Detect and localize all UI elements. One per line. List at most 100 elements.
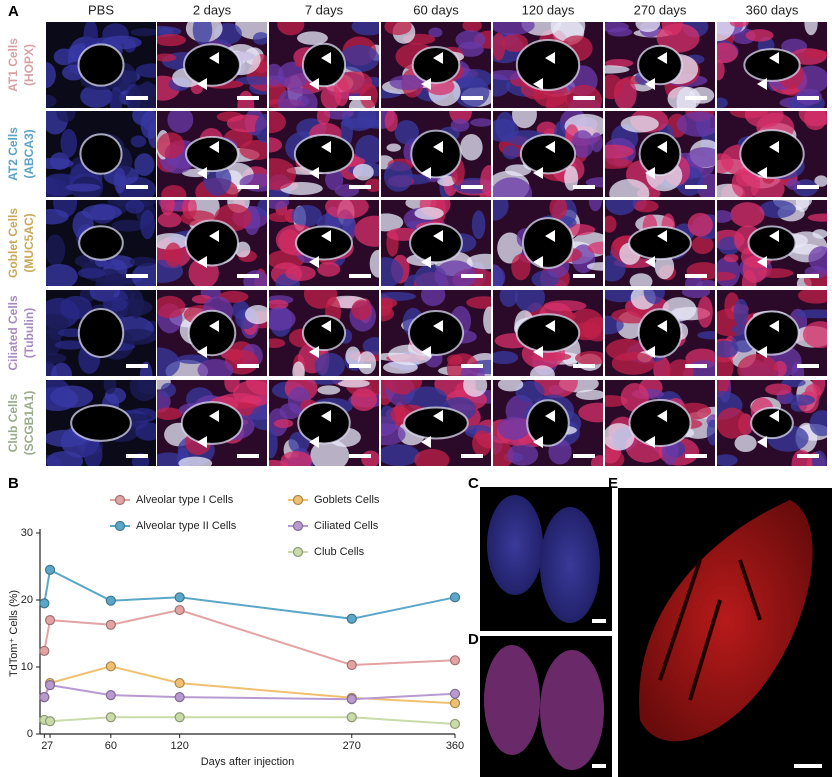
tissue-blob <box>269 200 290 210</box>
arrow <box>209 410 219 422</box>
arrow <box>657 410 667 422</box>
tissue-blob <box>127 83 156 108</box>
tissue-blob <box>192 22 213 45</box>
micrograph <box>46 380 156 466</box>
arrow <box>657 320 667 332</box>
arrow <box>321 410 331 422</box>
micrograph <box>269 22 379 108</box>
tissue-blob <box>160 382 176 398</box>
series-line <box>43 608 456 667</box>
tissue-blob <box>656 23 700 53</box>
data-point <box>449 718 461 730</box>
tissue-blob <box>56 111 76 123</box>
legend-marker <box>114 494 126 506</box>
arrow <box>421 436 431 448</box>
tissue-blob <box>273 419 294 428</box>
tissue-blob <box>437 175 456 187</box>
row-label: Club Cells <box>6 393 20 452</box>
data-point <box>346 694 357 705</box>
tissue-blob <box>585 177 603 188</box>
tissue <box>605 200 715 286</box>
data-point <box>449 592 461 603</box>
tissue-blob <box>103 380 117 395</box>
tissue-blob <box>297 31 328 45</box>
tissue-blob <box>804 49 827 59</box>
lumen <box>750 406 794 440</box>
lung-lobe <box>639 500 813 742</box>
tissue <box>605 22 715 108</box>
tissue-blob <box>611 352 656 375</box>
tissue-blob <box>493 32 506 61</box>
micrograph <box>605 380 715 466</box>
tissue-blob <box>269 111 286 134</box>
lumen <box>409 222 463 264</box>
lumen <box>637 308 683 358</box>
tissue-blob <box>246 380 267 396</box>
lumen <box>183 43 241 87</box>
scale-bar <box>573 96 595 100</box>
x-tick-label: 120 <box>170 740 188 752</box>
tissue-blob <box>46 209 69 225</box>
tissue-blob <box>501 33 528 53</box>
tissue-blob <box>786 179 801 190</box>
tissue-blob <box>507 443 539 466</box>
data-point <box>105 619 116 630</box>
tissue-blob <box>157 407 183 420</box>
tissue-blob <box>420 290 446 307</box>
tissue-blob <box>717 22 735 42</box>
tissue-blob <box>100 273 134 286</box>
tissue-blob <box>605 74 623 100</box>
tissue-blob <box>46 263 78 286</box>
tissue-blob <box>717 97 728 108</box>
tissue-blob <box>83 22 98 52</box>
column-header: PBS <box>88 2 114 17</box>
tissue-blob <box>737 353 779 376</box>
tissue-blob <box>463 380 488 397</box>
data-point <box>44 716 56 727</box>
tissue-blob <box>269 137 283 153</box>
y-tick-label: 0 <box>27 728 33 740</box>
tissue-blob <box>687 212 714 237</box>
tissue <box>717 290 827 376</box>
tissue-blob <box>697 296 713 328</box>
data-point <box>105 690 116 701</box>
tissue-blob <box>384 111 398 132</box>
arrow <box>769 230 779 242</box>
legend-label: Club Cells <box>314 546 365 558</box>
scale-bar <box>349 274 371 278</box>
tissue-blob <box>493 118 519 143</box>
panel-label: B <box>8 475 19 492</box>
scale-bar <box>461 454 483 458</box>
tissue-blob <box>317 261 341 277</box>
arrow <box>769 52 779 64</box>
arrow <box>309 346 319 358</box>
tissue-blob <box>277 61 310 90</box>
arrow <box>645 167 655 179</box>
micrograph <box>157 111 267 197</box>
arrow <box>545 52 555 64</box>
tissue-blob <box>434 260 476 286</box>
lumen <box>408 310 464 356</box>
scale-bar <box>685 96 707 100</box>
tissue <box>493 380 603 466</box>
tissue-blob <box>745 29 774 42</box>
tissue-blob <box>730 202 765 228</box>
tissue-blob <box>224 349 259 375</box>
tissue-blob <box>83 441 103 466</box>
scale-bar <box>126 364 148 368</box>
micrograph <box>493 290 603 376</box>
arrow <box>209 230 219 242</box>
tissue-blob <box>483 306 491 334</box>
tissue-blob <box>243 270 267 286</box>
tissue-blob <box>362 337 379 355</box>
arrow <box>421 167 431 179</box>
row-label: Goblet Cells <box>6 208 20 278</box>
row-marker: (SCGB1A1) <box>22 391 36 456</box>
scale-bar <box>797 454 819 458</box>
tissue-blob <box>543 300 587 312</box>
tissue-blob <box>164 242 182 268</box>
scale-bar <box>685 454 707 458</box>
tissue-blob <box>350 388 377 412</box>
data-point <box>449 698 461 709</box>
